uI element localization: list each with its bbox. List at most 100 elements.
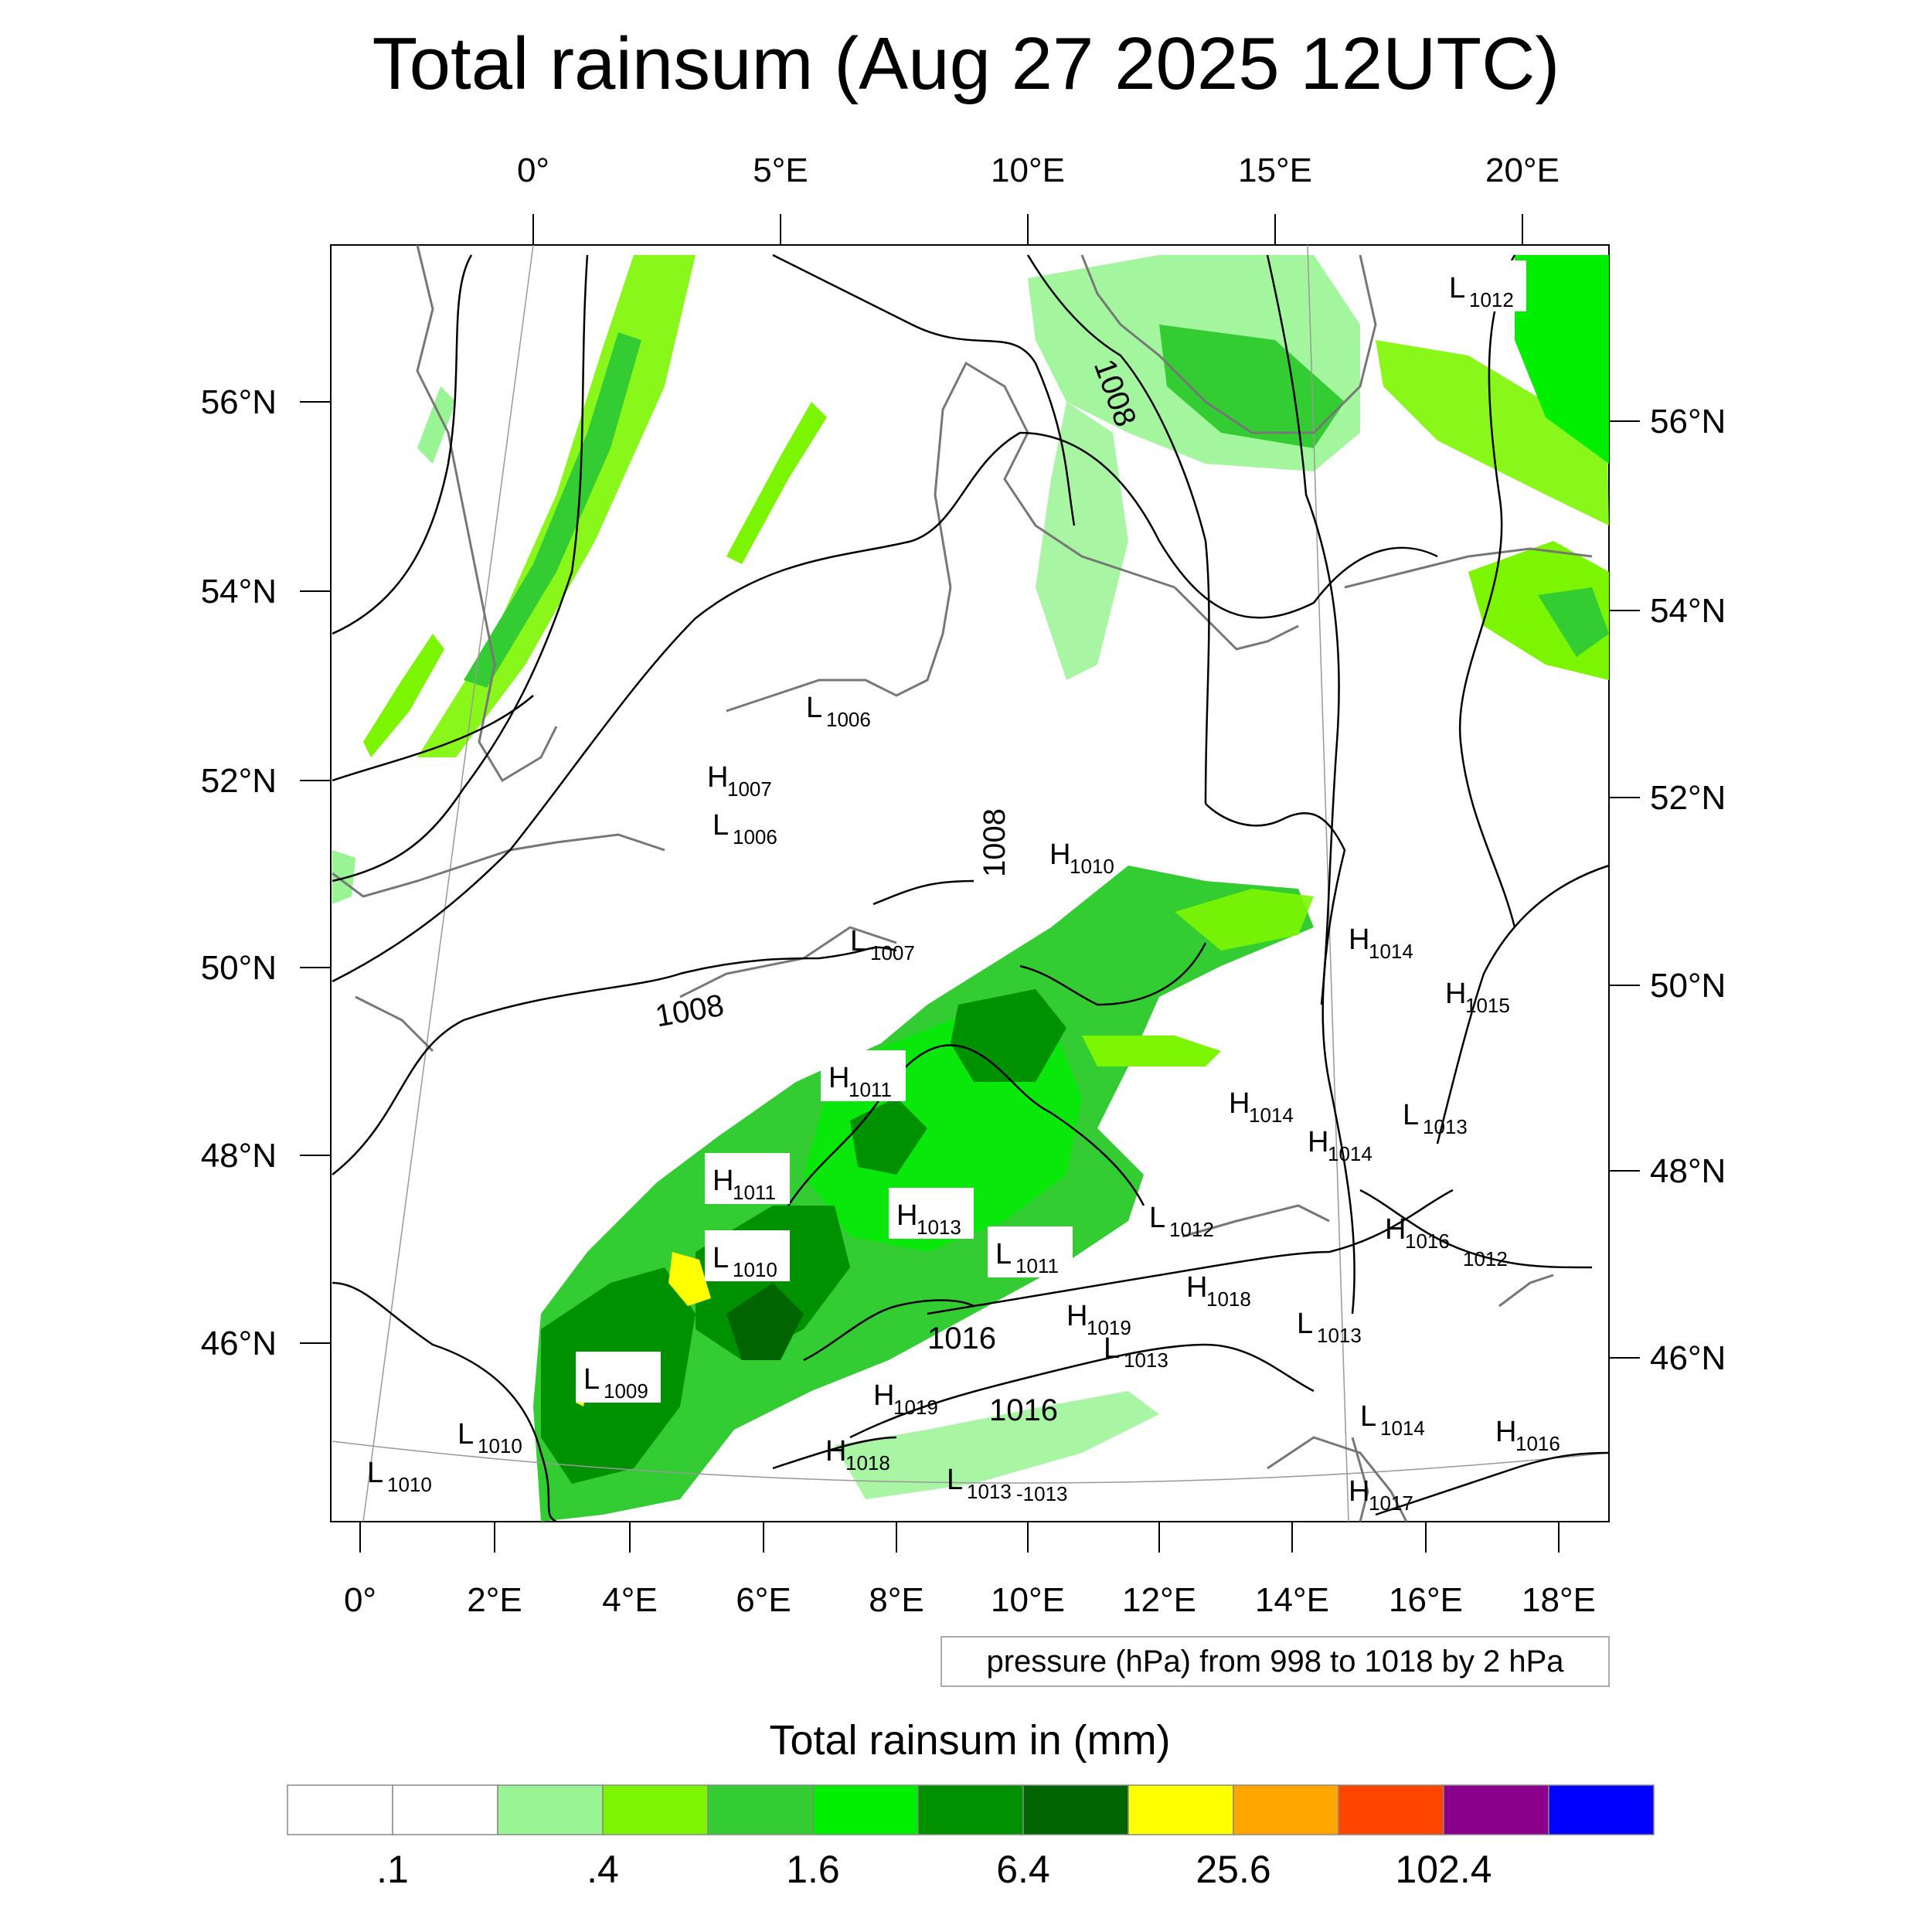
colorbar-title: Total rainsum in (mm) [769, 1717, 1170, 1764]
contour-label: 1008 [978, 808, 1012, 877]
pressure-center-value: 1013 [1317, 1324, 1362, 1347]
pressure-center-value: 1014 [1380, 1417, 1425, 1440]
pressure-center-letter: L [1149, 1202, 1165, 1234]
pressure-center-letter: H [873, 1379, 894, 1412]
low-pressure-center: L 1013 [1403, 1099, 1468, 1138]
pressure-center-letter: L [713, 1242, 729, 1274]
bottom-lon-label: 0° [344, 1581, 376, 1619]
pressure-center-value: 1018 [1206, 1287, 1251, 1311]
pressure-center-value: 1013 [1124, 1349, 1168, 1372]
pressure-center-value: 1018 [845, 1451, 890, 1475]
bottom-lon-labels: 0° 2°E 4°E 6°E 8°E 10°E 12°E 14°E 16°E 1… [344, 1581, 1596, 1619]
pressure-center-value: 1011 [1015, 1254, 1059, 1277]
pressure-center-value: 1014 [1249, 1104, 1294, 1127]
pressure-center-value: 1017 [1369, 1492, 1413, 1515]
pressure-center-value: 1010 [387, 1473, 432, 1496]
colorbar-label: .4 [587, 1848, 619, 1891]
pressure-center-letter: L [1297, 1308, 1313, 1340]
colorbar [287, 1784, 1655, 1835]
pressure-center-letter: L [995, 1238, 1012, 1270]
bottom-lon-label: 4°E [602, 1581, 657, 1619]
low-pressure-center: L 1013 [1104, 1332, 1168, 1372]
contour-label: 1012 [1463, 1247, 1508, 1270]
top-lon-label: 20°E [1485, 151, 1560, 189]
pressure-center-value: 1013 [917, 1216, 961, 1239]
contour-label: -1013 [1016, 1482, 1068, 1505]
pressure-center-letter: H [713, 1165, 733, 1197]
colorbar-swatch [917, 1784, 1024, 1835]
pressure-center-letter: L [806, 692, 822, 724]
pressure-center-value: 1007 [870, 941, 915, 964]
axis-ticks [300, 214, 1640, 1553]
left-lat-label: 52°N [201, 762, 277, 800]
left-lat-labels: 56°N 54°N 52°N 50°N 48°N 46°N [201, 383, 277, 1362]
colorbar-swatch [1548, 1784, 1655, 1835]
pressure-center-value: 1010 [733, 1258, 777, 1281]
colorbar-swatch [707, 1784, 814, 1835]
colorbar-label: 1.6 [786, 1848, 840, 1891]
top-lon-label: 5°E [753, 151, 808, 189]
colorbar-swatch [287, 1784, 393, 1835]
pressure-center-value: 1014 [1328, 1142, 1372, 1165]
pressure-center-value: 1013 [967, 1480, 1012, 1503]
pressure-center-value: 1016 [1405, 1230, 1450, 1253]
pressure-center-letter: L [457, 1418, 474, 1451]
contour-info-box [940, 1636, 1610, 1687]
bottom-lon-label: 16°E [1389, 1581, 1463, 1619]
pressure-center-letter: H [1349, 1475, 1369, 1508]
pressure-center-letter: H [825, 1435, 846, 1468]
left-lat-label: 54°N [201, 573, 277, 611]
pressure-center-letter: H [828, 1062, 849, 1094]
low-pressure-center: L 1012 [1149, 1202, 1214, 1241]
bottom-lon-label: 10°E [991, 1581, 1065, 1619]
colorbar-swatch [497, 1784, 604, 1835]
bottom-lon-label: 12°E [1122, 1581, 1196, 1619]
right-lat-label: 50°N [1650, 967, 1726, 1005]
low-pressure-center: L 1011 [988, 1226, 1073, 1277]
low-pressure-center: L 1006 [806, 692, 871, 731]
pressure-center-value: 1009 [604, 1379, 648, 1403]
top-lon-label: 10°E [991, 151, 1065, 189]
low-pressure-center: L 1010 [705, 1230, 790, 1281]
pressure-center-letter: H [1066, 1300, 1087, 1332]
low-pressure-center: L 1013 [1297, 1308, 1362, 1347]
colorbar-swatch [1338, 1784, 1444, 1835]
pressure-center-value: 1012 [1469, 288, 1514, 311]
low-pressure-center: L 1007 [850, 925, 915, 964]
low-pressure-center: L 1010 [367, 1457, 432, 1496]
pressure-center-value: 1007 [727, 777, 772, 801]
pressure-center-letter: H [1385, 1213, 1406, 1246]
low-pressure-center: L 1010 [457, 1418, 522, 1458]
pressure-center-letter: H [1349, 923, 1369, 956]
colorbar-label: 6.4 [996, 1848, 1050, 1891]
pressure-center-letter: L [1104, 1332, 1120, 1365]
colorbar-label: 25.6 [1196, 1848, 1270, 1891]
pressure-center-letter: H [1229, 1087, 1250, 1120]
pressure-center-value: 1019 [893, 1396, 938, 1419]
pressure-center-value: 1010 [478, 1434, 522, 1458]
pressure-center-letter: H [1445, 978, 1466, 1010]
colorbar-swatch [1022, 1784, 1129, 1835]
pressure-center-value: 1016 [1515, 1432, 1560, 1455]
graticule [332, 245, 1609, 1522]
rain-field-northsea [332, 255, 827, 904]
bottom-lon-label: 6°E [736, 1581, 791, 1619]
pressure-center-value: 1010 [1070, 855, 1114, 878]
right-lat-label: 46°N [1650, 1339, 1726, 1377]
right-lat-labels: 56°N 54°N 52°N 50°N 48°N 46°N [1650, 403, 1726, 1377]
pressure-center-value: 1019 [1087, 1316, 1131, 1339]
pressure-center-letter: L [1403, 1099, 1419, 1131]
pressure-center-letter: H [896, 1199, 917, 1232]
right-lat-label: 48°N [1650, 1152, 1726, 1190]
top-lon-label: 15°E [1238, 151, 1312, 189]
left-lat-label: 50°N [201, 949, 277, 987]
